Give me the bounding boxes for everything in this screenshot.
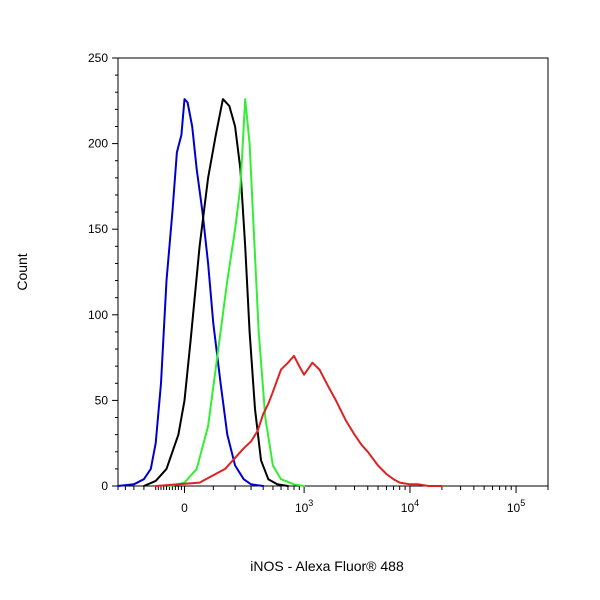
y-tick-label: 200 [88,137,108,151]
y-tick-label: 250 [88,51,108,65]
x-tick-label: 103 [295,498,313,515]
y-tick-label: 150 [88,222,108,236]
x-tick-label: 0 [181,501,188,515]
series-line-2 [142,98,289,487]
x-axis-title: iNOS - Alexa Fluor® 488 [250,558,404,574]
x-tick-label: 105 [507,498,525,515]
x-tick-label: 104 [401,498,419,515]
series-line-4 [154,354,443,487]
y-tick-label: 50 [95,393,109,407]
y-axis-title: Count [14,253,30,290]
y-tick-label: 0 [101,479,108,493]
y-tick-label: 100 [88,308,108,322]
axis-ticks: 0 50 100 150 200 250 0 103 104 105 [88,51,549,515]
series-line-3 [168,98,306,487]
plot-frame [117,57,549,487]
series-line-1 [117,98,265,487]
series-layer [117,98,443,487]
